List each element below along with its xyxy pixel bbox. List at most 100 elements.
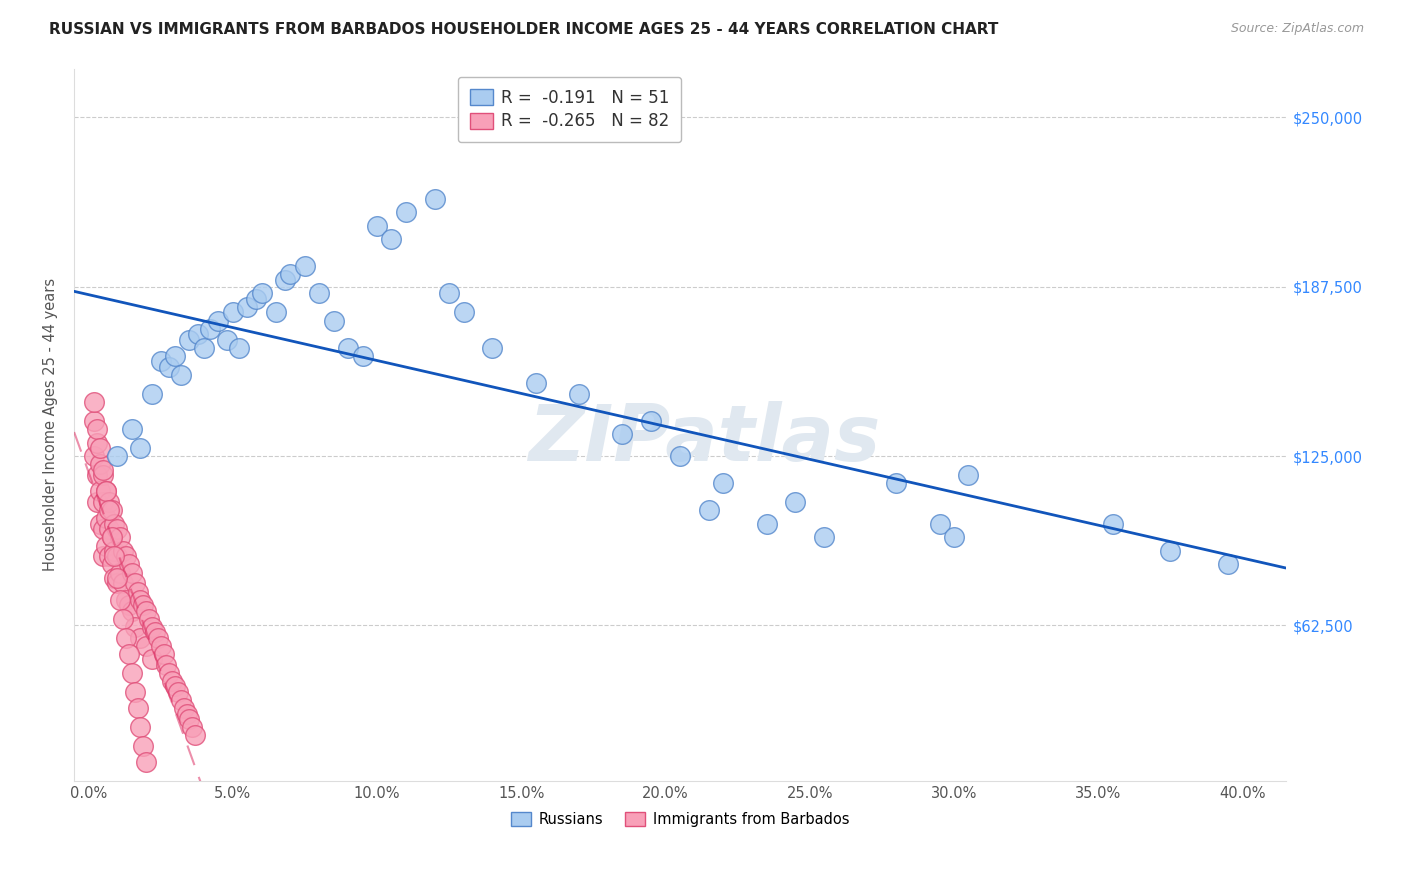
Point	[135, 639, 157, 653]
Point	[669, 449, 692, 463]
Point	[129, 631, 152, 645]
Point	[91, 549, 114, 564]
Point	[149, 354, 172, 368]
Point	[97, 495, 120, 509]
Point	[155, 657, 177, 672]
Point	[124, 685, 146, 699]
Point	[222, 305, 245, 319]
Point	[170, 368, 193, 382]
Text: Source: ZipAtlas.com: Source: ZipAtlas.com	[1230, 22, 1364, 36]
Point	[121, 422, 143, 436]
Point	[141, 652, 163, 666]
Point	[184, 728, 207, 742]
Point	[132, 598, 155, 612]
Point	[121, 566, 143, 580]
Point	[1101, 516, 1123, 531]
Point	[160, 673, 183, 688]
Point	[129, 720, 152, 734]
Point	[100, 530, 122, 544]
Point	[121, 665, 143, 680]
Point	[264, 305, 287, 319]
Point	[481, 341, 503, 355]
Point	[437, 286, 460, 301]
Point	[124, 620, 146, 634]
Point	[94, 539, 117, 553]
Point	[173, 701, 195, 715]
Point	[352, 349, 374, 363]
Point	[179, 712, 201, 726]
Point	[181, 720, 204, 734]
Point	[612, 427, 634, 442]
Point	[146, 631, 169, 645]
Point	[280, 268, 302, 282]
Point	[127, 584, 149, 599]
Point	[121, 603, 143, 617]
Point	[91, 495, 114, 509]
Point	[170, 693, 193, 707]
Point	[115, 592, 138, 607]
Y-axis label: Householder Income Ages 25 - 44 years: Householder Income Ages 25 - 44 years	[44, 278, 58, 572]
Point	[89, 441, 111, 455]
Point	[366, 219, 388, 233]
Point	[103, 544, 125, 558]
Point	[105, 549, 128, 564]
Point	[395, 205, 418, 219]
Point	[100, 558, 122, 572]
Point	[135, 756, 157, 770]
Point	[138, 612, 160, 626]
Point	[198, 321, 221, 335]
Point	[167, 685, 190, 699]
Point	[640, 414, 662, 428]
Point	[94, 484, 117, 499]
Point	[129, 592, 152, 607]
Point	[91, 468, 114, 483]
Point	[1216, 558, 1239, 572]
Point	[215, 333, 238, 347]
Point	[187, 327, 209, 342]
Point	[127, 701, 149, 715]
Point	[207, 313, 229, 327]
Point	[110, 530, 132, 544]
Point	[245, 292, 267, 306]
Point	[91, 522, 114, 536]
Point	[118, 558, 141, 572]
Point	[250, 286, 273, 301]
Point	[157, 359, 180, 374]
Point	[86, 468, 108, 483]
Point	[697, 503, 720, 517]
Point	[118, 647, 141, 661]
Point	[236, 300, 259, 314]
Point	[957, 468, 980, 483]
Text: ZIPatlas: ZIPatlas	[529, 401, 880, 477]
Point	[89, 484, 111, 499]
Point	[157, 665, 180, 680]
Point	[89, 516, 111, 531]
Point	[165, 349, 187, 363]
Point	[568, 386, 591, 401]
Point	[193, 341, 215, 355]
Point	[91, 462, 114, 476]
Point	[143, 625, 166, 640]
Point	[100, 503, 122, 517]
Point	[94, 511, 117, 525]
Point	[83, 395, 105, 409]
Point	[453, 305, 475, 319]
Point	[110, 566, 132, 580]
Point	[103, 516, 125, 531]
Point	[132, 739, 155, 753]
Point	[308, 286, 330, 301]
Point	[105, 449, 128, 463]
Text: RUSSIAN VS IMMIGRANTS FROM BARBADOS HOUSEHOLDER INCOME AGES 25 - 44 YEARS CORREL: RUSSIAN VS IMMIGRANTS FROM BARBADOS HOUS…	[49, 22, 998, 37]
Point	[886, 476, 908, 491]
Point	[152, 647, 174, 661]
Point	[785, 495, 807, 509]
Point	[943, 530, 966, 544]
Point	[112, 544, 135, 558]
Point	[83, 414, 105, 428]
Point	[86, 435, 108, 450]
Point	[110, 592, 132, 607]
Point	[105, 576, 128, 591]
Point	[337, 341, 360, 355]
Point	[129, 441, 152, 455]
Point	[273, 273, 295, 287]
